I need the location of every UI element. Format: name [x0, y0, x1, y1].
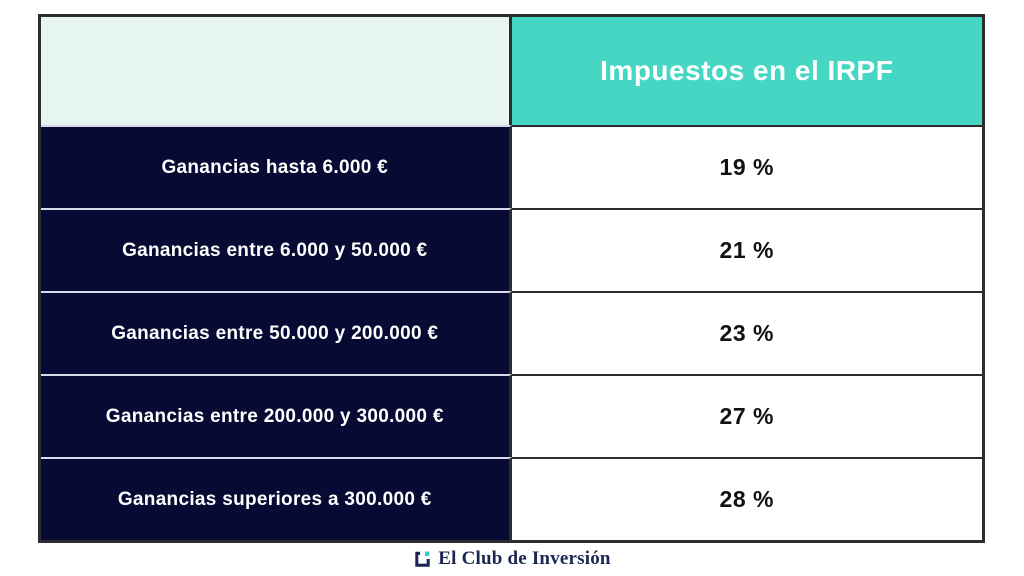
bracket-label: Ganancias superiores a 300.000 € — [41, 457, 512, 540]
table-row: Ganancias hasta 6.000 € 19 % — [41, 125, 982, 208]
table-header-row: Impuestos en el IRPF — [41, 17, 982, 125]
irpf-tax-table: Impuestos en el IRPF Ganancias hasta 6.0… — [38, 14, 985, 543]
tax-rate-value: 27 % — [511, 374, 982, 457]
tax-rate-value: 23 % — [511, 291, 982, 374]
tax-rate-value: 21 % — [511, 208, 982, 291]
brand-footer: El Club de Inversión — [0, 548, 1024, 570]
table-row: Ganancias entre 6.000 y 50.000 € 21 % — [41, 208, 982, 291]
corner-cell — [41, 17, 512, 125]
table-row: Ganancias superiores a 300.000 € 28 % — [41, 457, 982, 540]
table-row: Ganancias entre 50.000 y 200.000 € 23 % — [41, 291, 982, 374]
tax-rate-value: 19 % — [511, 125, 982, 208]
brand-name: El Club de Inversión — [438, 548, 611, 569]
tax-column-header: Impuestos en el IRPF — [511, 17, 982, 125]
table-row: Ganancias entre 200.000 y 300.000 € 27 % — [41, 374, 982, 457]
bracket-label: Ganancias entre 200.000 y 300.000 € — [41, 374, 512, 457]
bracket-label: Ganancias entre 6.000 y 50.000 € — [41, 208, 512, 291]
tax-rate-value: 28 % — [511, 457, 982, 540]
bracket-label: Ganancias entre 50.000 y 200.000 € — [41, 291, 512, 374]
club-inversion-logo-icon — [413, 550, 432, 569]
bracket-label: Ganancias hasta 6.000 € — [41, 125, 512, 208]
